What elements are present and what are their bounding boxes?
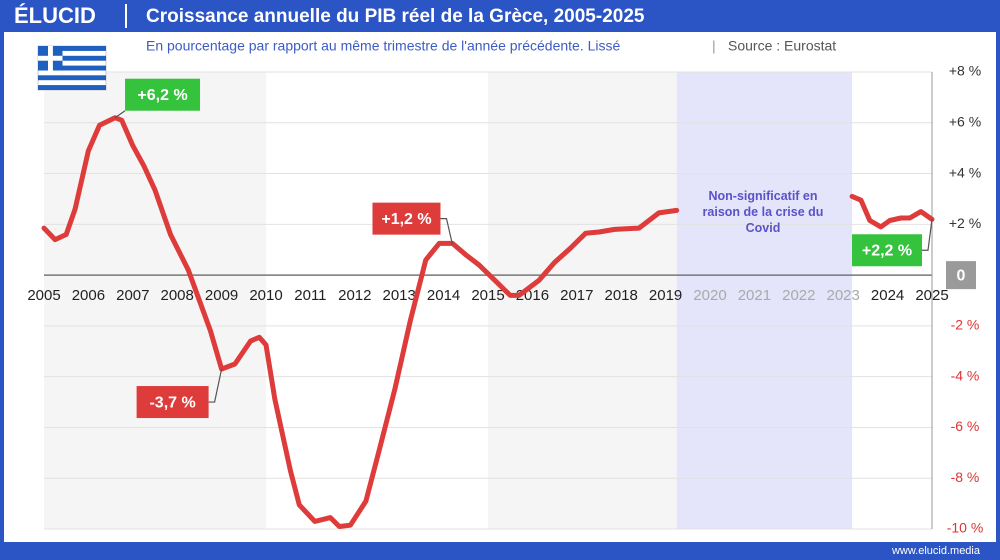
source: Source : Eurostat (728, 38, 836, 54)
x-tick-label: 2009 (205, 287, 238, 304)
annotation-box (852, 234, 922, 267)
annotation-box (136, 386, 209, 419)
y-tick-label: -6 % (951, 418, 980, 434)
x-tick-label: 2019 (649, 287, 682, 304)
y-tick-label: -4 % (951, 367, 980, 383)
annotation-label: +2,2 % (862, 242, 912, 259)
logo: ÉLUCID (14, 3, 96, 28)
x-tick-label: 2017 (560, 287, 593, 304)
leader-line (208, 368, 223, 403)
x-tick-label: 2012 (338, 287, 371, 304)
x-tick-label: 2005 (27, 287, 60, 304)
y-tick-label: +6 % (949, 113, 981, 129)
x-tick-label: 2011 (294, 287, 326, 304)
chart-title: Croissance annuelle du PIB réel de la Gr… (146, 6, 645, 27)
covid-range (676, 72, 853, 529)
annotation-label: +1,2 % (381, 211, 431, 228)
x-tick-label: 2006 (72, 287, 105, 304)
separator: | (712, 38, 716, 54)
shaded-range (44, 72, 266, 529)
x-tick-label: 2008 (161, 287, 194, 304)
annotation-label: +6,2 % (137, 87, 187, 104)
footer: www.elucid.media (891, 545, 981, 557)
y-tick-label: +8 % (949, 63, 981, 79)
annotation-box (372, 202, 441, 235)
x-tick-label: 2010 (249, 287, 282, 304)
annotation-label: -3,7 % (149, 394, 195, 411)
covid-note: Non-significatif en raison de la crise d… (702, 189, 824, 235)
shaded-range (488, 72, 677, 529)
x-tick-label: 2018 (605, 287, 638, 304)
x-tick-label: 2015 (471, 287, 504, 304)
x-tick-label: 2022 (782, 287, 815, 304)
y-tick-label: +2 % (949, 215, 981, 231)
flag (37, 45, 107, 91)
line (41, 115, 935, 529)
x-tick-label: 2021 (738, 287, 771, 304)
x-tick-label: 2007 (116, 287, 149, 304)
zero-badge (946, 261, 976, 290)
y-tick-label: +4 % (949, 164, 981, 180)
leader-line (922, 219, 933, 251)
leader-line (114, 110, 126, 119)
annotation-box (125, 78, 201, 111)
y-tick-label: -8 % (951, 469, 980, 485)
y-tick-label: 0 (957, 267, 966, 284)
x-tick-label: 2023 (827, 287, 860, 304)
leader-line (440, 218, 454, 245)
chart-subtitle: En pourcentage par rapport au même trime… (146, 38, 620, 54)
y-tick-label: -10 % (947, 520, 984, 536)
x-tick-label: 2020 (693, 287, 726, 304)
x-tick-label: 2024 (871, 287, 904, 304)
x-tick-label: 2025 (915, 287, 948, 304)
x-tick-label: 2014 (427, 287, 460, 304)
x-tick-label: 2013 (383, 287, 416, 304)
y-tick-label: -2 % (951, 317, 980, 333)
